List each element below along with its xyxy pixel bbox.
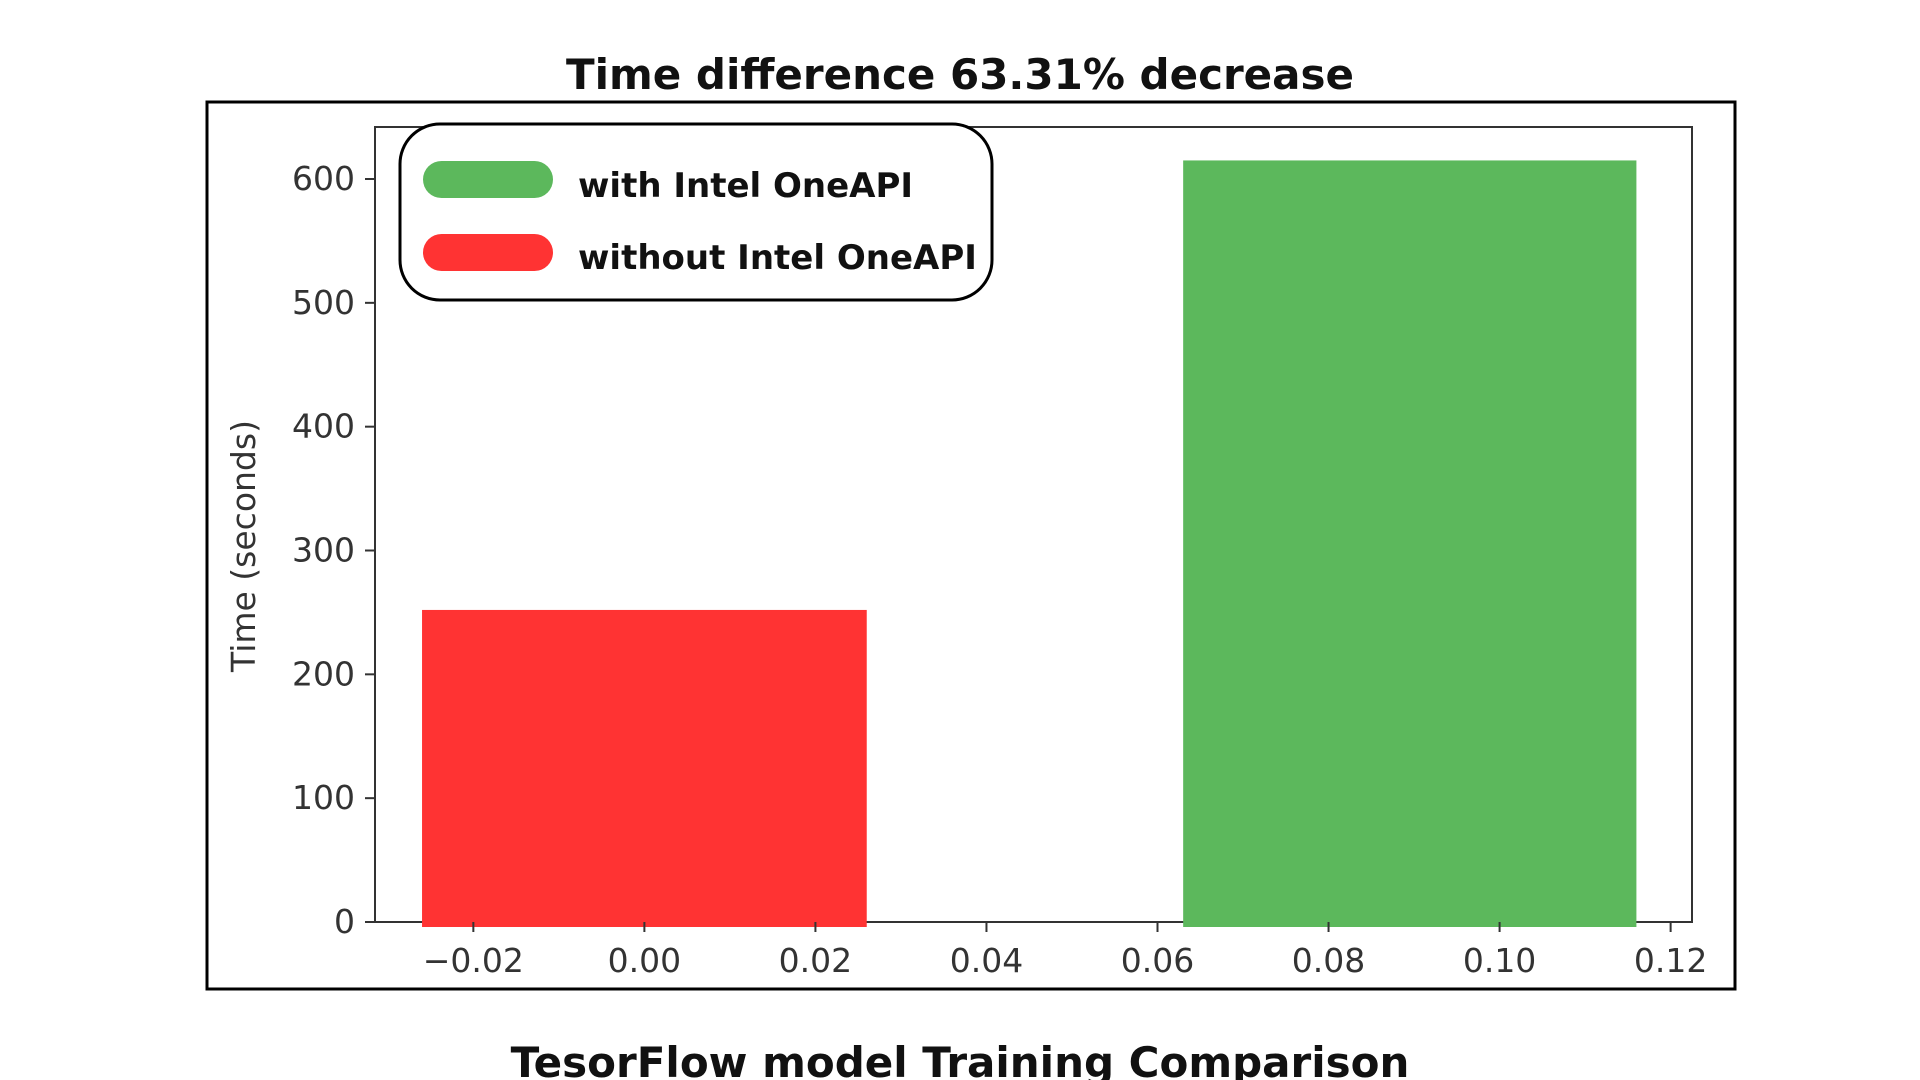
bar-0 [1183, 160, 1637, 928]
y-tick-label: 200 [292, 654, 355, 693]
legend-label-without-oneapi: without Intel OneAPI [578, 238, 977, 278]
plot-area [374, 126, 1693, 923]
y-tick-label: 600 [292, 159, 355, 198]
legend-label-with-oneapi: with Intel OneAPI [578, 166, 913, 206]
y-tick-label: 500 [292, 283, 355, 322]
legend-swatch-with-oneapi [423, 161, 553, 198]
y-tick-label: 400 [292, 407, 355, 446]
x-axis-ticks: −0.02 0.00 0.02 0.04 0.06 0.08 0.10 0.12 [423, 922, 1707, 980]
chart-title: Time difference 63.31% decrease [566, 50, 1354, 99]
x-tick-label: 0.12 [1634, 941, 1707, 980]
x-tick-label: 0.00 [608, 941, 681, 980]
y-tick-label: 300 [292, 531, 355, 570]
x-tick-label: 0.04 [950, 941, 1023, 980]
legend-swatch-without-oneapi [423, 234, 553, 271]
legend: with Intel OneAPI without Intel OneAPI [398, 122, 994, 302]
chart-caption: TesorFlow model Training Comparison [511, 1038, 1410, 1080]
y-tick-label: 100 [292, 778, 355, 817]
bar-1 [422, 609, 867, 927]
x-tick-label: 0.08 [1292, 941, 1365, 980]
x-tick-label: 0.10 [1463, 941, 1536, 980]
y-tick-label: 0 [334, 902, 355, 941]
bars-group [422, 160, 1637, 928]
y-axis-ticks: 0 100 200 300 400 500 600 [292, 159, 375, 941]
x-tick-label: 0.02 [779, 941, 852, 980]
figure-frame [205, 100, 1737, 991]
y-axis-label: Time (seconds) [224, 420, 263, 673]
x-tick-label: −0.02 [423, 941, 524, 980]
x-tick-label: 0.06 [1121, 941, 1194, 980]
